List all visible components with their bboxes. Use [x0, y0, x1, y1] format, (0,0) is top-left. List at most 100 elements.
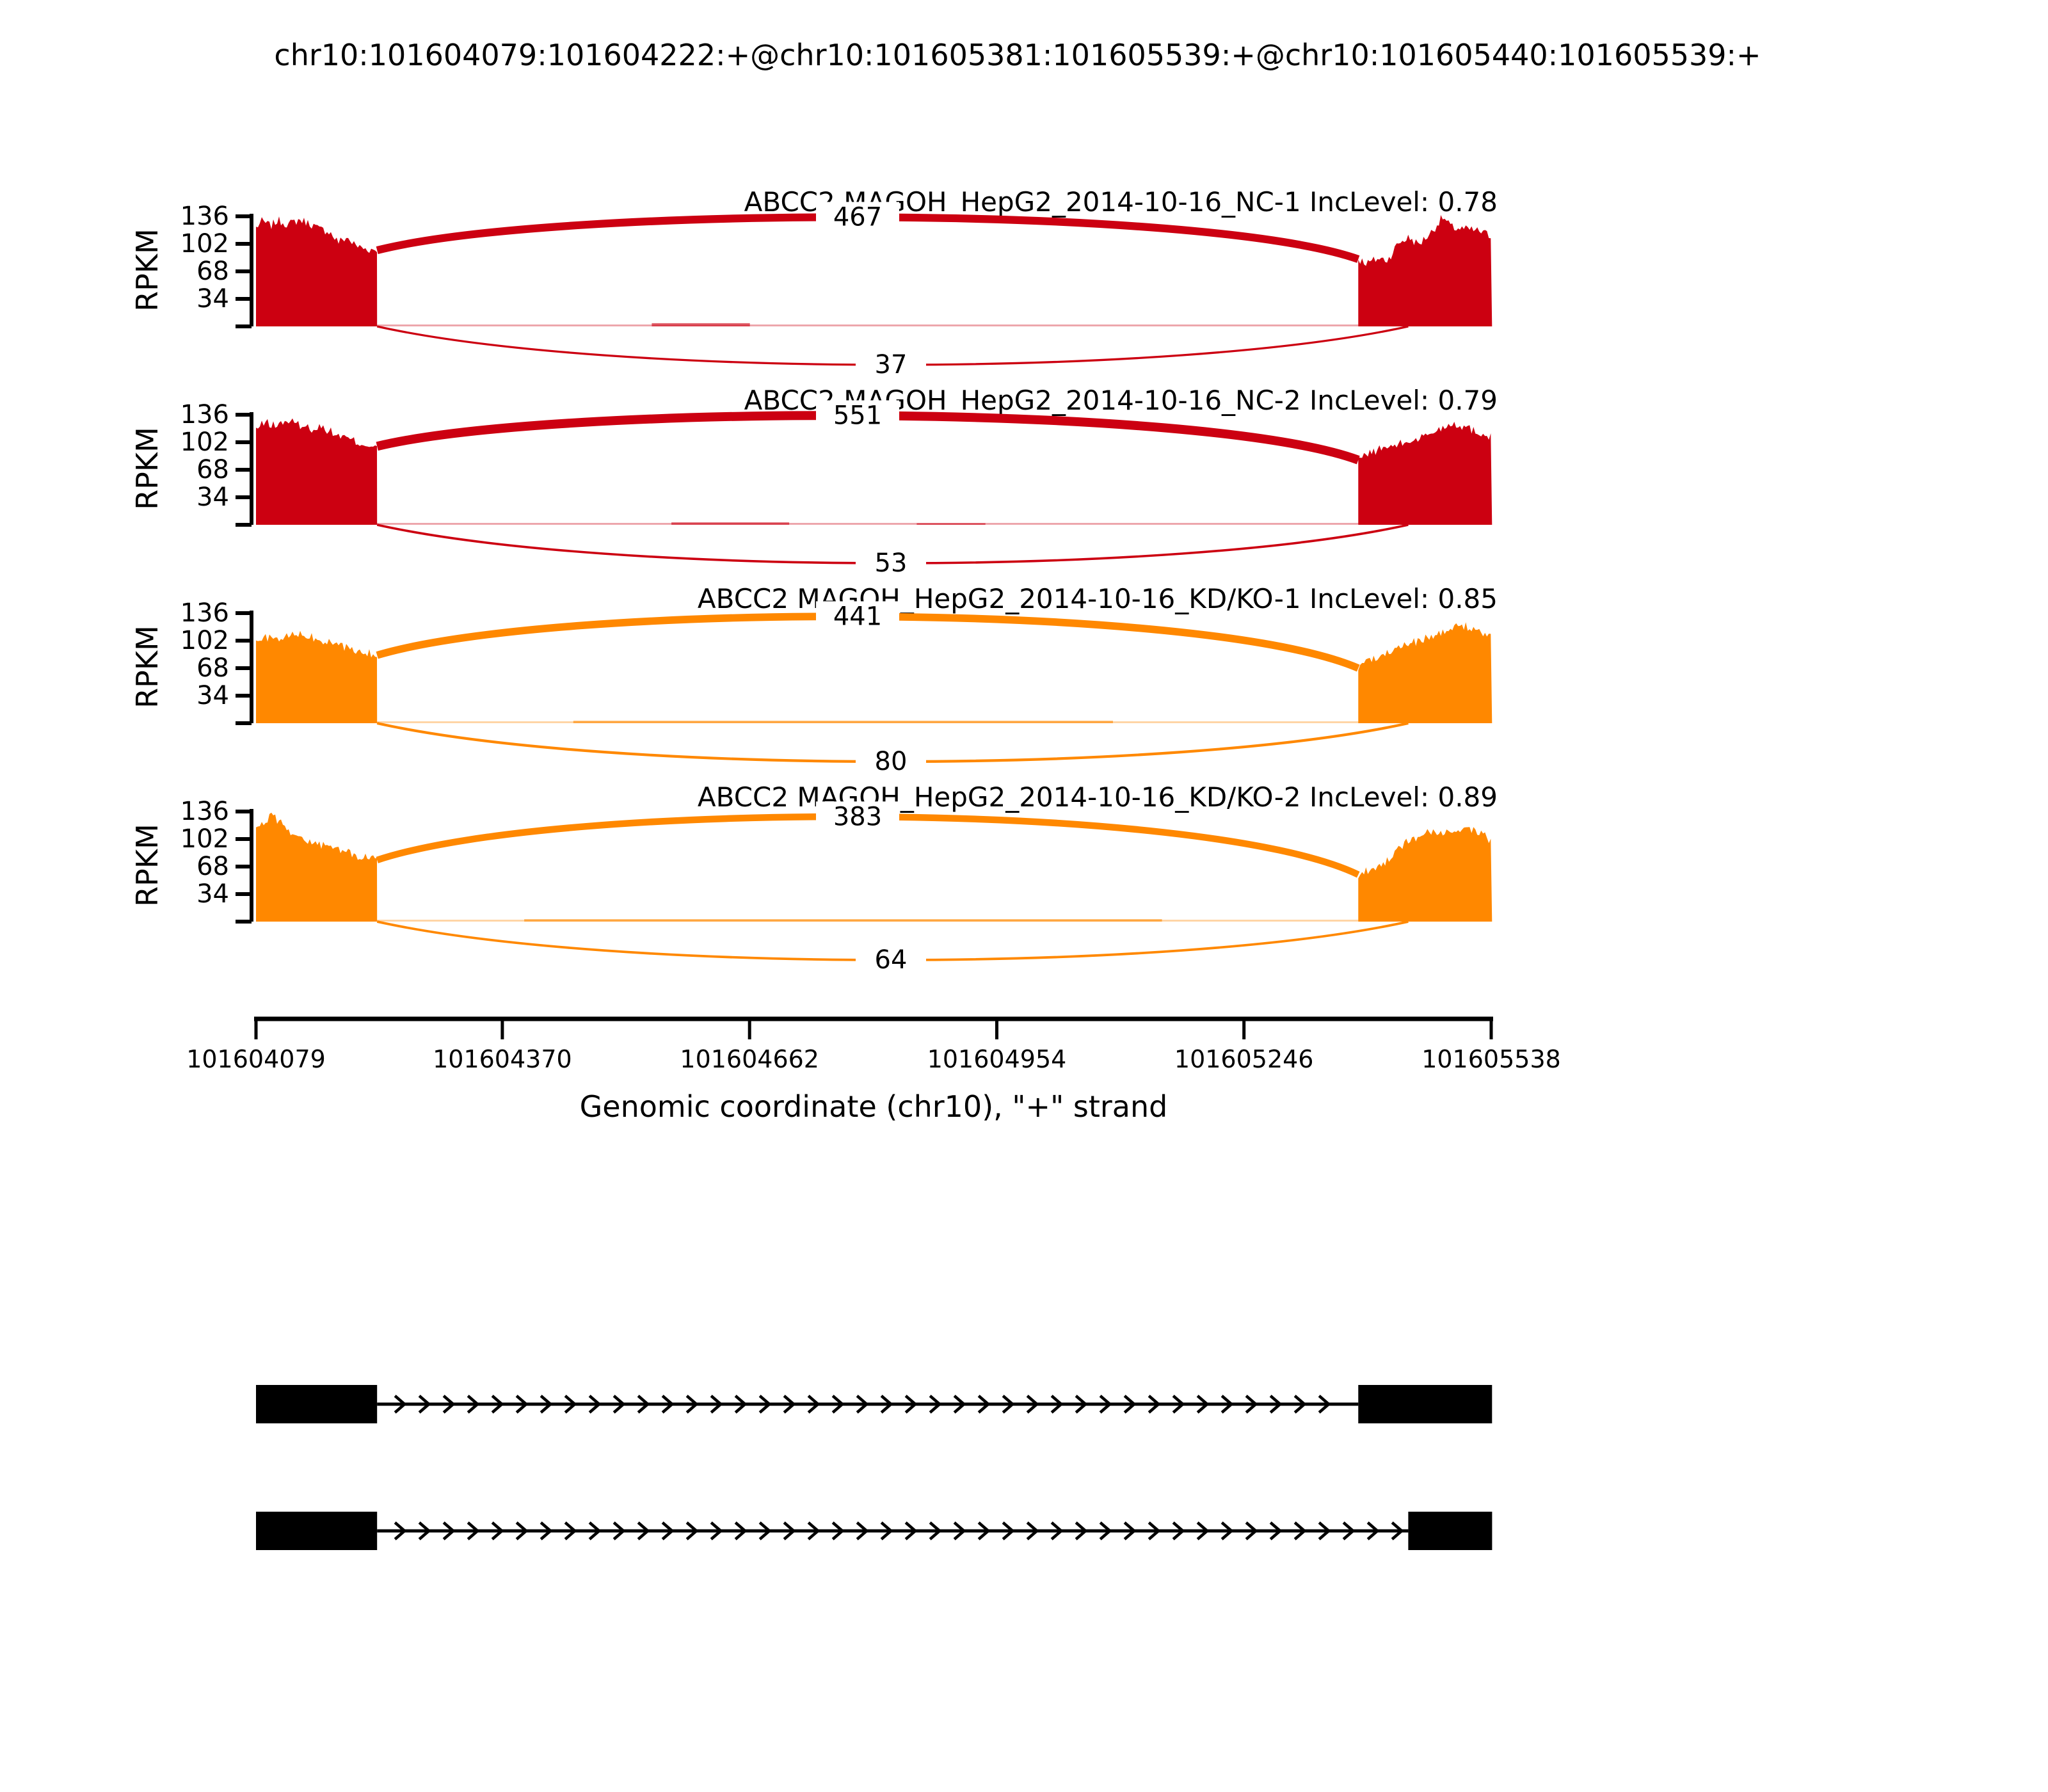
strand-arrow-icon	[977, 1395, 991, 1414]
junction-label-gap	[816, 601, 899, 632]
strand-arrow-icon	[1172, 1521, 1185, 1540]
strand-arrow-icon	[612, 1395, 626, 1414]
coverage-area-left-exon	[256, 812, 378, 922]
strand-arrow-icon	[1002, 1395, 1015, 1414]
figure-title: chr10:101604079:101604222:+@chr10:101605…	[274, 38, 1761, 72]
strand-arrow-icon	[1099, 1395, 1112, 1414]
x-axis-title: Genomic coordinate (chr10), "+" strand	[580, 1089, 1168, 1124]
y-axis-title: RPKM	[130, 228, 164, 312]
strand-arrow-icon	[1293, 1521, 1307, 1540]
strand-arrow-icon	[1269, 1521, 1283, 1540]
strand-arrow-icon	[564, 1521, 577, 1540]
x-axis-tick-label: 101605246	[1174, 1045, 1314, 1073]
strand-arrow-icon	[540, 1395, 553, 1414]
transcript-structures	[256, 1385, 1492, 1550]
strand-arrow-icon	[807, 1395, 820, 1414]
junction-label-gap	[856, 548, 926, 579]
coverage-area-left-exon	[256, 418, 378, 525]
strand-arrow-icon	[661, 1521, 675, 1540]
strand-arrow-icon	[540, 1521, 553, 1540]
junction-label-gap	[816, 400, 899, 431]
strand-arrow-icon	[1245, 1395, 1258, 1414]
strand-arrow-icon	[734, 1521, 748, 1540]
junction-count-label: 80	[875, 747, 908, 776]
strand-arrow-icon	[880, 1521, 893, 1540]
strand-arrow-icon	[1196, 1395, 1210, 1414]
exon-box	[1408, 1512, 1492, 1550]
strand-arrow-icon	[1026, 1395, 1039, 1414]
strand-arrow-icon	[612, 1521, 626, 1540]
y-axis-tick-label: 34	[196, 284, 229, 314]
exon-box	[1358, 1385, 1492, 1423]
strand-arrow-icon	[515, 1395, 529, 1414]
strand-arrow-icon	[807, 1521, 820, 1540]
strand-arrow-icon	[1342, 1521, 1356, 1540]
strand-arrow-icon	[1220, 1395, 1234, 1414]
y-axis-tick-label: 34	[196, 681, 229, 710]
y-axis-tick-label: 136	[180, 797, 229, 826]
coverage-area-right-exon	[1358, 215, 1492, 326]
strand-arrow-icon	[685, 1521, 699, 1540]
strand-arrow-icon	[758, 1395, 772, 1414]
intron-coverage-bump	[573, 721, 1113, 723]
strand-arrow-icon	[1293, 1395, 1307, 1414]
strand-arrow-icon	[588, 1395, 602, 1414]
y-axis-title: RPKM	[130, 824, 164, 907]
intron-coverage-bump	[916, 523, 986, 525]
exon-box	[256, 1385, 378, 1423]
strand-arrow-icon	[1220, 1521, 1234, 1540]
strand-arrow-icon	[977, 1521, 991, 1540]
intron-coverage-bump	[671, 522, 790, 525]
strand-arrow-icon	[661, 1395, 675, 1414]
strand-arrow-icon	[904, 1395, 918, 1414]
y-axis-tick-label: 136	[180, 202, 229, 231]
strand-arrow-icon	[831, 1521, 845, 1540]
strand-arrow-icon	[1318, 1521, 1331, 1540]
strand-arrow-icon	[783, 1521, 796, 1540]
x-axis-tick-label: 101604662	[680, 1045, 819, 1073]
strand-arrow-icon	[1026, 1521, 1039, 1540]
strand-arrow-icon	[637, 1395, 650, 1414]
junction-label-gap	[856, 746, 926, 777]
strand-arrow-icon	[467, 1521, 480, 1540]
y-axis-tick-label: 102	[180, 428, 229, 457]
strand-arrow-icon	[442, 1521, 456, 1540]
strand-arrow-icon	[491, 1521, 504, 1540]
junction-count-label: 37	[875, 350, 908, 380]
y-axis-tick-label: 68	[196, 852, 229, 881]
strand-arrow-icon	[637, 1521, 650, 1540]
x-axis-tick-label: 101605538	[1421, 1045, 1561, 1073]
y-axis-tick-label: 102	[180, 229, 229, 259]
strand-arrow-icon	[1245, 1521, 1258, 1540]
strand-arrow-icon	[1148, 1521, 1161, 1540]
strand-arrow-icon	[418, 1521, 431, 1540]
strand-arrow-icon	[515, 1521, 529, 1540]
strand-arrow-icon	[491, 1395, 504, 1414]
strand-arrow-icon	[831, 1395, 845, 1414]
y-axis-tick-label: 136	[180, 598, 229, 628]
y-axis-tick-label: 34	[196, 483, 229, 512]
intron-coverage-bump	[652, 323, 750, 326]
strand-arrow-icon	[710, 1395, 723, 1414]
strand-arrow-icon	[953, 1521, 966, 1540]
strand-arrow-icon	[1002, 1521, 1015, 1540]
junction-label-gap	[816, 202, 899, 233]
strand-arrow-icon	[1123, 1521, 1137, 1540]
strand-arrow-icon	[1391, 1521, 1404, 1540]
x-axis-tick-label: 101604370	[433, 1045, 572, 1073]
strand-arrow-icon	[467, 1395, 480, 1414]
exon-box	[256, 1512, 378, 1550]
strand-arrow-icon	[1075, 1395, 1088, 1414]
transcript-row-1	[256, 1385, 1492, 1423]
strand-arrow-icon	[442, 1395, 456, 1414]
strand-arrow-icon	[904, 1521, 918, 1540]
strand-arrow-icon	[564, 1395, 577, 1414]
strand-arrow-icon	[783, 1395, 796, 1414]
intron-coverage-bump	[524, 919, 1162, 922]
